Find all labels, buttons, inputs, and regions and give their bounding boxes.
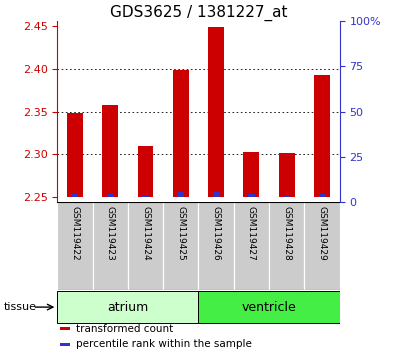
Text: GSM119427: GSM119427 [247, 206, 256, 261]
Bar [199, 291, 340, 323]
Bar [137, 146, 154, 198]
Bar [213, 192, 220, 198]
Text: GSM119424: GSM119424 [141, 206, 150, 261]
Bar [243, 152, 260, 198]
Text: GSM119429: GSM119429 [318, 206, 327, 261]
Bar [248, 194, 255, 198]
Bar [234, 202, 269, 290]
Bar [173, 70, 189, 198]
Bar [279, 153, 295, 198]
Text: GSM119428: GSM119428 [282, 206, 291, 261]
Text: tissue: tissue [4, 302, 37, 312]
Bar [177, 192, 184, 198]
Bar [107, 194, 114, 198]
Text: transformed count: transformed count [75, 324, 173, 334]
Text: ventricle: ventricle [242, 301, 297, 314]
Bar [57, 202, 92, 290]
Bar [57, 291, 199, 323]
Bar [318, 194, 325, 198]
Bar [128, 202, 163, 290]
Bar [60, 343, 70, 346]
Bar [67, 113, 83, 198]
Bar [142, 196, 149, 198]
Text: GSM119422: GSM119422 [70, 206, 79, 261]
Bar [208, 27, 224, 198]
Bar [102, 105, 118, 198]
Bar [305, 202, 340, 290]
Bar [269, 202, 305, 290]
Bar [60, 327, 70, 330]
Text: GSM119425: GSM119425 [176, 206, 185, 261]
Bar [163, 202, 198, 290]
Bar [283, 196, 290, 198]
Bar [92, 202, 128, 290]
Title: GDS3625 / 1381227_at: GDS3625 / 1381227_at [110, 5, 287, 21]
Bar [71, 194, 79, 198]
Text: GSM119426: GSM119426 [212, 206, 221, 261]
Text: GSM119423: GSM119423 [106, 206, 115, 261]
Bar [314, 75, 330, 198]
Text: percentile rank within the sample: percentile rank within the sample [75, 339, 252, 349]
Bar [199, 202, 234, 290]
Text: atrium: atrium [107, 301, 149, 314]
